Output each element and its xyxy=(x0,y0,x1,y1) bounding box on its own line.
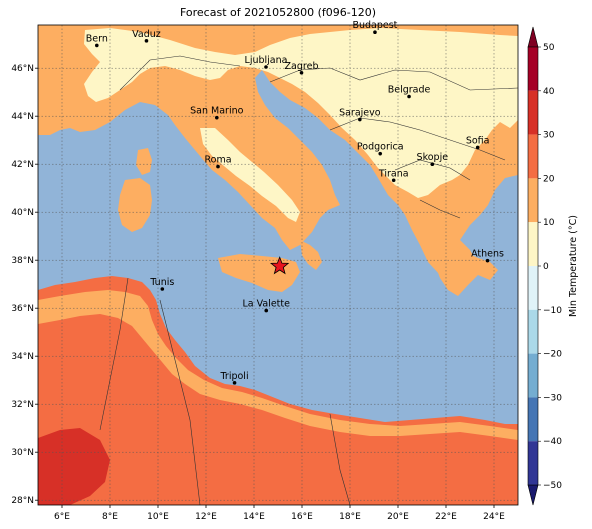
axis-ticks: 6°E 8°E 10°E 12°E 14°E 16°E 18°E 20°E 22°E 24°E 28… xyxy=(11,64,505,522)
lon-tick-label: 18°E xyxy=(339,512,361,522)
city-label: Athens xyxy=(471,249,504,260)
land-alps-cool xyxy=(84,28,518,198)
city-dot xyxy=(232,381,237,385)
city-dot xyxy=(378,151,383,156)
colorbar-under-arrow xyxy=(527,484,539,506)
city-dot xyxy=(358,117,362,122)
colorbar-tick-label: 20 xyxy=(543,174,555,184)
colorbar: 50 40 30 20 10 0 −10 −20 −30 −40 −50 Min Temperatur… xyxy=(527,26,579,506)
lon-tick-label: 22°E xyxy=(435,512,457,522)
lat-tick-label: 44°N xyxy=(11,112,34,122)
map-title: Forecast of 2021052800 (f096-120) xyxy=(179,6,377,19)
city-label: Roma xyxy=(204,155,231,166)
city-dot xyxy=(215,115,219,120)
colorbar-tick-label: 0 xyxy=(543,262,549,272)
city-label: Tunis xyxy=(149,277,174,288)
lat-tick-label: 40°N xyxy=(11,208,34,218)
lon-tick-label: 20°E xyxy=(387,512,409,522)
city-label: Sofia xyxy=(466,135,490,146)
land-greece xyxy=(430,240,498,296)
land-africa-coast-mild xyxy=(38,290,518,440)
city-label: Ljubljana xyxy=(245,55,288,66)
colorbar-tick-label: −20 xyxy=(543,350,562,360)
location-marker xyxy=(270,256,290,275)
lat-tick-label: 42°N xyxy=(11,160,34,170)
colorbar-label: Min Temperature (°C) xyxy=(568,215,579,317)
colorbar-bin xyxy=(528,90,538,135)
city-label: Vaduz xyxy=(132,29,161,40)
city-dot xyxy=(216,164,220,169)
lat-tick-label: 36°N xyxy=(11,304,34,314)
star-marker xyxy=(270,256,290,275)
city-dot xyxy=(264,65,268,69)
land-calabria xyxy=(300,240,322,270)
lat-tick-label: 30°N xyxy=(11,448,34,458)
lon-tick-label: 16°E xyxy=(291,512,313,522)
city-dot xyxy=(475,145,480,150)
colorbar-tick-label: 40 xyxy=(543,87,555,97)
city-label: Tirana xyxy=(378,168,409,179)
colorbar-tick-label: −30 xyxy=(543,393,562,403)
colorbar-tick-label: −40 xyxy=(543,437,562,447)
colorbar-bin xyxy=(528,353,538,398)
colorbar-bin xyxy=(528,178,538,223)
city-dot xyxy=(407,94,411,99)
colorbar-tick-label: 10 xyxy=(543,218,555,228)
lat-tick-label: 34°N xyxy=(11,352,34,362)
city-label: San Marino xyxy=(190,106,243,117)
city-dot xyxy=(264,308,269,313)
lat-tick-label: 38°N xyxy=(11,256,34,266)
city-label: Zagreb xyxy=(285,61,319,72)
city-dot xyxy=(373,30,377,34)
lat-tick-label: 32°N xyxy=(11,400,34,410)
lon-tick-label: 10°E xyxy=(147,512,169,522)
lon-tick-label: 6°E xyxy=(54,512,70,522)
lat-tick-label: 46°N xyxy=(11,64,34,74)
map-frame xyxy=(37,24,519,506)
colorbar-bin xyxy=(528,222,538,266)
city-dot xyxy=(144,39,149,43)
colorbar-over-arrow xyxy=(527,26,539,48)
city-dot xyxy=(391,178,396,183)
city-dot xyxy=(160,287,165,291)
city-dot xyxy=(430,162,435,166)
land-sardinia xyxy=(118,178,152,232)
colorbar-bin xyxy=(528,397,538,442)
city-dot xyxy=(299,70,304,75)
lon-tick-label: 24°E xyxy=(483,512,505,522)
city-label: La Valette xyxy=(242,299,290,310)
colorbar-tick-label: 50 xyxy=(543,43,555,53)
colorbar-bin xyxy=(528,266,538,310)
colorbar-tick-label: −50 xyxy=(543,481,562,491)
colorbar-bin xyxy=(528,309,538,354)
city-label: Budapest xyxy=(352,20,397,31)
city-dot xyxy=(485,258,490,263)
land-corsica xyxy=(136,148,152,175)
city-label: Tripoli xyxy=(220,371,249,382)
colorbar-bin xyxy=(528,47,538,91)
city-label: Sarajevo xyxy=(339,108,381,119)
land-apennines-cool xyxy=(200,128,300,222)
land-africa-hot xyxy=(38,428,110,505)
colorbar-bin xyxy=(528,134,538,179)
colorbar-bin xyxy=(528,441,538,485)
grid-lines xyxy=(38,25,518,505)
city-label: Podgorica xyxy=(357,142,404,153)
city-label: Skopje xyxy=(417,152,449,163)
city-dot xyxy=(95,43,99,48)
lat-tick-label: 28°N xyxy=(11,496,34,506)
colorbar-tick-label: 30 xyxy=(543,131,555,141)
city-label: Belgrade xyxy=(388,85,431,96)
colorbar-tick-label: −10 xyxy=(543,306,562,316)
lon-tick-label: 12°E xyxy=(195,512,217,522)
city-label: Bern xyxy=(86,33,108,44)
lon-tick-label: 8°E xyxy=(102,512,118,522)
lon-tick-label: 14°E xyxy=(243,512,265,522)
